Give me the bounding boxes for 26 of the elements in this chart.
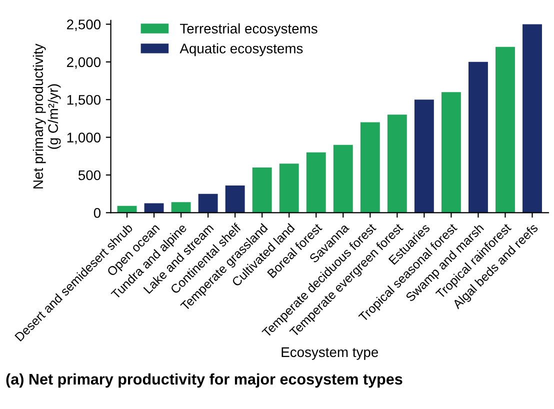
- bar: [414, 100, 434, 213]
- bar: [252, 167, 272, 213]
- bar: [225, 186, 245, 213]
- bar: [387, 114, 407, 213]
- bar: [522, 24, 542, 213]
- bar: [306, 152, 326, 213]
- bar: [333, 144, 353, 213]
- bar: [441, 92, 461, 213]
- legend-label: Aquatic ecosystems: [180, 43, 303, 56]
- legend-label: Terrestrial ecosystems: [180, 23, 318, 36]
- bar: [360, 122, 380, 213]
- bar: [496, 46, 515, 213]
- bar: [198, 194, 218, 213]
- x-axis-title: Ecosystem type: [282, 347, 378, 360]
- text: (a) Net primary productivity for major ecosystem types: [6, 373, 402, 388]
- y-tick-label: 0: [94, 208, 101, 218]
- y-tick-label: 500: [78, 170, 101, 180]
- y-tick-label: 1,000: [67, 132, 101, 144]
- y-tick-label: 2,500: [67, 20, 101, 32]
- bar: [171, 202, 191, 213]
- bar: [468, 62, 488, 213]
- bar: [279, 164, 299, 213]
- y-axis-title: Net primary productivity (g C/m²/yr): [32, 44, 61, 188]
- bar: [144, 203, 164, 213]
- y-tick-label: 2,000: [67, 57, 101, 69]
- y-tick-label: 1,500: [67, 94, 101, 106]
